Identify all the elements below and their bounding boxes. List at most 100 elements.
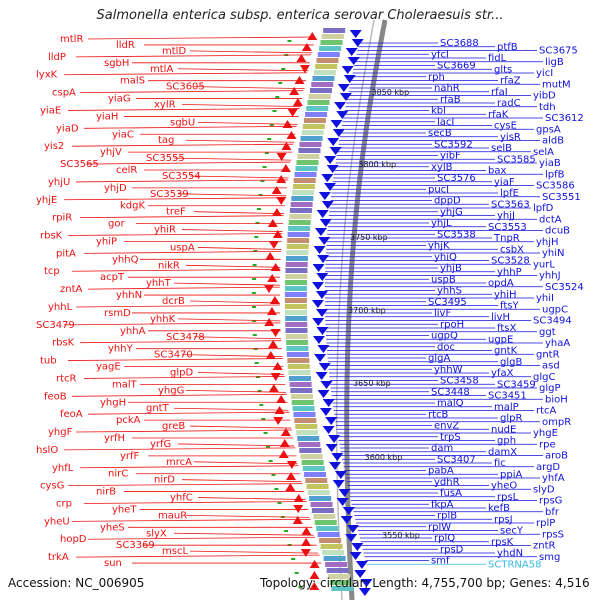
gene-label: yrfG: [150, 439, 171, 450]
gc-mark: [252, 278, 257, 280]
feature-block: [311, 508, 334, 513]
forward-strand-arrow: [343, 75, 356, 83]
gene-label: envZ: [434, 421, 459, 432]
kbp-scale-labels: 3850 kbp 3800 kbp 3750 kbp 3700 kbp 3650 kbp…: [348, 88, 420, 540]
gene-label: pckA: [116, 415, 141, 426]
forward-strand-arrow: [337, 84, 350, 92]
label-leader-line: [181, 354, 283, 358]
label-leader-line: [71, 268, 281, 272]
label-leader-line: [75, 54, 312, 58]
gene-label: rplB: [437, 511, 457, 522]
gene-label: yagE: [96, 362, 121, 373]
feature-block: [313, 514, 336, 519]
gc-mark: [260, 180, 265, 182]
gene-label: rfaK: [488, 109, 509, 120]
gene-label: selA: [533, 147, 554, 158]
reverse-strand-arrow: [299, 65, 310, 73]
gene-label: nirD: [154, 475, 175, 486]
label-leader-line: [71, 518, 311, 522]
feature-block: [290, 202, 313, 207]
gene-label: SC3494: [533, 316, 572, 327]
forward-strand-arrow: [326, 165, 339, 173]
gene-label: rpe: [539, 439, 556, 450]
gene-label: doc: [437, 342, 455, 353]
gc-mark: [257, 390, 262, 392]
forward-strand-arrow: [329, 462, 342, 470]
gene-label: SC3528: [491, 256, 530, 267]
gene-label: mtlA: [150, 64, 173, 75]
label-leader-line: [75, 304, 281, 308]
gene-label: gntK: [494, 346, 518, 357]
feature-block: [285, 328, 308, 333]
gene-label: gor: [108, 219, 125, 230]
feature-block: [328, 574, 351, 579]
reverse-strand-arrow: [301, 538, 312, 546]
gene-label: aldB: [542, 136, 564, 147]
label-leader-line: [75, 429, 293, 433]
gene-label: rtcA: [536, 406, 557, 417]
forward-strand-arrow: [354, 570, 367, 578]
reverse-strand-arrow: [309, 582, 320, 590]
forward-strand-arrow: [340, 516, 353, 524]
gc-mark: [251, 306, 256, 308]
gene-label: yiaB: [539, 158, 561, 169]
reverse-strand-arrow: [293, 505, 304, 513]
gene-label: lyxK: [36, 70, 58, 81]
label-leader-line: [189, 425, 292, 429]
reverse-strand-arrow: [268, 241, 279, 249]
label-leader-line: [177, 193, 287, 197]
gene-label: rfaZ: [500, 76, 521, 87]
feature-block: [322, 550, 345, 555]
gene-label: ugpQ: [431, 331, 458, 342]
gc-mark: [284, 530, 289, 532]
forward-strand-arrow: [332, 129, 345, 137]
reverse-strand-arrow: [301, 527, 312, 535]
label-leader-line: [87, 36, 316, 40]
gene-label: SC3459: [497, 379, 536, 390]
gc-mark: [291, 558, 296, 560]
label-leader-line: [63, 72, 308, 76]
gene-label: yhjU: [48, 177, 70, 188]
label-leader-line: [189, 50, 313, 54]
gene-label: mscL: [162, 546, 188, 557]
label-leader-line: [79, 465, 299, 469]
forward-strand-arrow: [349, 30, 362, 38]
gene-label: yiaH: [96, 111, 118, 122]
label-leader-line: [83, 125, 297, 129]
gene-label: rpiR: [52, 213, 72, 224]
gene-label: rplQ: [434, 533, 455, 544]
gene-label: SC3592: [434, 139, 473, 150]
feature-block: [287, 238, 310, 243]
feature-block: [309, 88, 332, 93]
gene-label: yhhW: [434, 364, 463, 375]
gene-label: opdA: [488, 278, 514, 289]
gene-label: yhfA: [542, 473, 565, 484]
feature-block: [286, 244, 309, 249]
gene-label: lldP: [48, 52, 66, 63]
gene-label: xylB: [431, 162, 453, 173]
gc-mark: [252, 320, 257, 322]
feature-block: [302, 466, 325, 471]
gene-label: rtcR: [56, 373, 77, 384]
gene-label: mrcA: [166, 457, 192, 468]
forward-strand-arrow: [332, 480, 345, 488]
feature-block: [288, 220, 311, 225]
gene-label: dam: [431, 443, 453, 454]
reverse-strand-arrow: [286, 131, 297, 139]
forward-strand-arrow: [322, 399, 335, 407]
kbp-label: 3650 kbp: [353, 379, 391, 388]
reverse-strand-arrow: [265, 351, 276, 359]
gene-label: lpfD: [533, 203, 554, 214]
forward-strand-arrow: [316, 273, 329, 281]
forward-strand-arrow: [317, 345, 330, 353]
feature-block: [285, 334, 308, 339]
forward-strand-arrow: [315, 291, 328, 299]
gc-mark: [294, 572, 299, 574]
forward-strand-arrow: [318, 363, 331, 371]
label-leader-line: [189, 175, 289, 179]
forward-strand-arrow: [351, 39, 364, 47]
gene-label: SC3451: [488, 391, 527, 402]
gene-label: SC3551: [542, 192, 581, 203]
reverse-strand-arrow: [307, 32, 318, 40]
gc-mark: [264, 152, 269, 154]
